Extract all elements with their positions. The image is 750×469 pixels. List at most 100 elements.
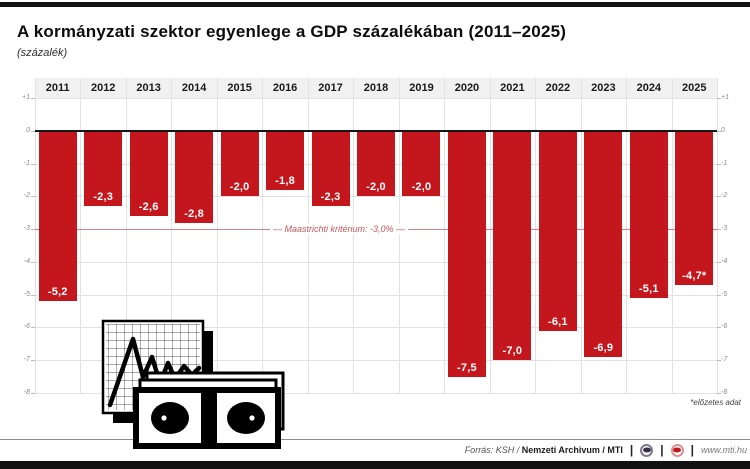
y-tick-label-right: -7 (721, 356, 728, 364)
y-tick-mark-left (31, 261, 35, 263)
y-tick-label-left: -7 (23, 356, 30, 364)
footer: Forrás: KSH / Nemzeti Archivum / MTI | |… (465, 441, 747, 459)
y-tick-label-right: 0 (721, 126, 725, 134)
y-tick-mark-right (717, 393, 721, 394)
y-tick-label-left: -1 (23, 159, 30, 167)
source-credit-bold: Nemzeti Archivum / MTI (521, 445, 623, 455)
y-tick-label-left: 0 (26, 126, 30, 134)
y-tick-label-right: -8 (721, 389, 728, 396)
bar-value-label: -2,0 (229, 181, 250, 194)
bar-value-label: -6,1 (547, 315, 568, 328)
bar-2019: -2,0 (402, 130, 441, 197)
preliminary-data-footnote: *előzetes adat (690, 398, 741, 407)
bar-2015: -2,0 (220, 130, 259, 197)
money-stack-icon (133, 371, 285, 449)
x-axis-label: 2023 (591, 82, 616, 94)
zero-axis-line (35, 129, 717, 132)
source-credit: Forrás: KSH / Nemzeti Archivum / MTI (465, 445, 623, 455)
website-link[interactable]: www.mti.hu (700, 445, 747, 455)
bar-2024: -5,1 (629, 130, 668, 298)
bar-2012: -2,3 (84, 130, 123, 207)
bar-value-label: -2,3 (93, 191, 114, 204)
bar-value-label: -5,2 (47, 286, 68, 299)
y-tick-label-left: -5 (23, 290, 30, 298)
bottom-black-bar (0, 461, 750, 469)
bar-value-label: -4,7* (682, 269, 707, 282)
bar-value-label: -2,3 (320, 191, 341, 204)
bar-2020: -7,5 (447, 130, 486, 377)
x-axis-label: 2018 (363, 82, 389, 94)
y-tick-mark-left (31, 163, 35, 165)
separator: | (660, 443, 664, 457)
bar-2016: -1,8 (266, 130, 305, 190)
bar-2014: -2,8 (175, 130, 214, 223)
bar-2025: -4,7* (675, 130, 714, 285)
bar-value-label: -7,5 (457, 361, 477, 374)
chart-money-illustration (101, 319, 285, 449)
gridline-horizontal (35, 393, 717, 394)
bar-2011: -5,2 (38, 130, 77, 302)
y-tick-mark-right (717, 163, 721, 165)
y-tick-mark-right (717, 294, 721, 296)
y-tick-mark-left (31, 294, 35, 296)
x-axis-label: 2013 (136, 82, 161, 94)
x-axis-label: 2017 (318, 82, 343, 94)
x-axis-label: 2014 (181, 82, 207, 94)
source-credit-italic: Forrás: KSH / (464, 445, 520, 455)
bar-2018: -2,0 (357, 130, 395, 197)
bar-2021: -7,0 (493, 130, 532, 361)
x-axis-label: 2011 (45, 82, 70, 94)
plot-area: — Maastrichti kritérium: -3,0% — -5,2 -2,3… (35, 98, 717, 394)
chart-subtitle: (százalék) (17, 47, 68, 59)
mtva-logo-icon (640, 443, 654, 457)
top-black-bar (0, 2, 750, 7)
x-axis-label: 2016 (272, 82, 298, 94)
x-axis-label: 2020 (454, 82, 480, 94)
bar-value-label: -2,0 (411, 181, 432, 194)
y-tick-label-left: -4 (23, 257, 30, 265)
chart-title: A kormányzati szektor egyenlege a GDP sz… (17, 22, 567, 41)
y-tick-mark-left (31, 130, 35, 132)
maastricht-label: — Maastrichti kritérium: -3,0% — (269, 224, 409, 235)
y-tick-mark-right (717, 261, 721, 263)
x-axis-label: 2021 (500, 82, 525, 94)
y-tick-mark-left (31, 327, 35, 329)
y-tick-label-right: -5 (721, 290, 728, 298)
y-tick-mark-left (31, 229, 35, 231)
y-tick-label-right: -2 (721, 192, 728, 200)
x-axis-year-band: 2011 2012 2013 2014 2015 2016 2017 2018 2019 2020… (35, 78, 717, 98)
y-tick-label-right: -4 (721, 257, 728, 265)
bar-value-label: -1,8 (275, 174, 295, 187)
gridline-horizontal (35, 294, 717, 296)
gridline-horizontal (35, 261, 717, 263)
y-tick-label-left: -3 (23, 225, 30, 233)
y-tick-label-left: -2 (23, 192, 30, 200)
bar-value-label: -7,0 (502, 345, 523, 358)
bar-2022: -6,1 (538, 130, 577, 331)
gridline-horizontal (35, 360, 717, 362)
gridline-vertical (717, 78, 718, 393)
x-axis-label: 2019 (409, 82, 434, 94)
y-tick-label-right: -6 (721, 323, 728, 331)
x-axis-label: 2025 (682, 82, 707, 94)
y-tick-mark-left (31, 196, 35, 198)
mti-logo-icon (670, 443, 684, 457)
bar-value-label: -2,8 (184, 207, 204, 220)
x-axis-label: 2024 (636, 82, 662, 94)
bar-value-label: -2,0 (366, 181, 386, 194)
bar-2023: -6,9 (584, 130, 623, 357)
x-axis-label: 2015 (227, 82, 252, 94)
y-tick-mark-right (717, 130, 721, 132)
y-tick-mark-right (717, 229, 721, 231)
y-tick-mark-right (717, 196, 721, 198)
y-tick-label-right: +1 (721, 94, 729, 101)
y-tick-label-left: -6 (23, 323, 30, 331)
y-tick-label-left: +1 (22, 94, 30, 101)
bar-value-label: -6,9 (593, 341, 614, 354)
y-tick-mark-right (717, 327, 721, 329)
gridline-horizontal (35, 327, 717, 329)
footer-divider (0, 439, 750, 440)
y-tick-label-right: -3 (721, 225, 728, 233)
gridline-horizontal (35, 196, 717, 198)
